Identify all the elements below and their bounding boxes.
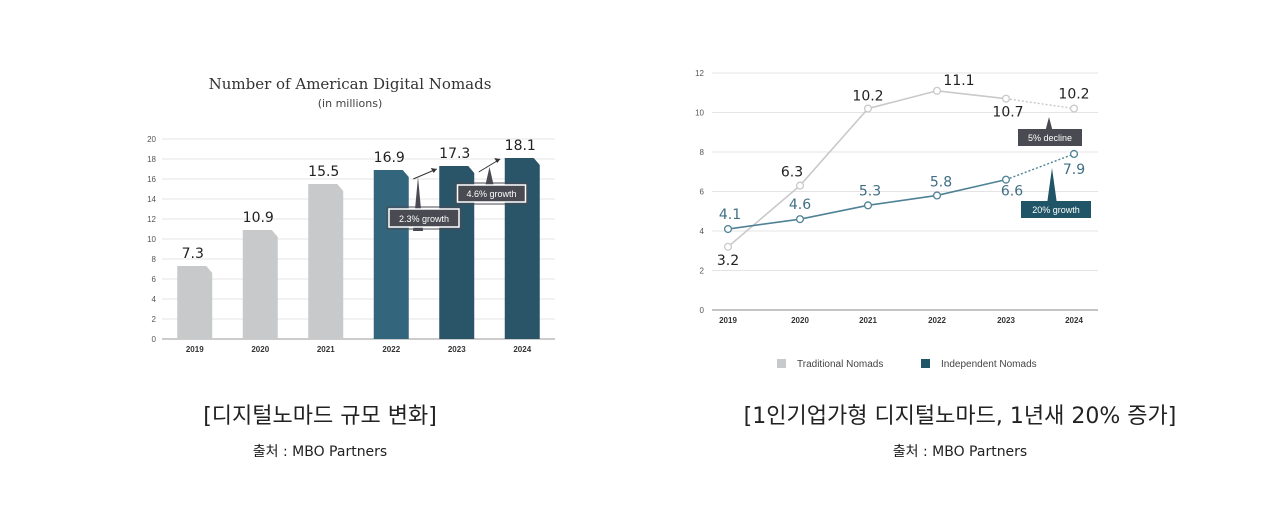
data-label: 11.1 bbox=[943, 73, 974, 89]
legend-swatch bbox=[777, 359, 786, 368]
left-caption: [디지털노마드 규모 변화] bbox=[203, 404, 437, 429]
callout-label: 5% decline bbox=[1028, 133, 1072, 143]
line-chart: 0 2 4 6 8 10 12 2019 2020 2021 2022 2023 2024 3.2 6.3 1… bbox=[695, 69, 1098, 370]
right-caption: [1인기업가형 디지털노마드, 1년새 20% 증가] bbox=[743, 404, 1177, 429]
y-tick-label: 0 bbox=[152, 335, 157, 344]
chart-title: Number of American Digital Nomads bbox=[209, 75, 492, 93]
x-tick-label: 2023 bbox=[997, 316, 1015, 325]
legend-label: Independent Nomads bbox=[941, 359, 1037, 370]
growth-arrowhead bbox=[430, 168, 437, 173]
chart-subtitle: (in millions) bbox=[318, 97, 382, 110]
data-label: 6.3 bbox=[781, 165, 803, 181]
data-label: 10.7 bbox=[992, 105, 1023, 121]
y-tick-label: 0 bbox=[700, 306, 705, 315]
data-label: 5.3 bbox=[859, 183, 881, 199]
data-point bbox=[1001, 94, 1011, 103]
data-point bbox=[795, 215, 805, 224]
data-label: 7.9 bbox=[1063, 162, 1085, 178]
y-tick-label: 6 bbox=[152, 275, 157, 284]
y-tick-label: 10 bbox=[695, 109, 704, 118]
bar-value-label: 7.3 bbox=[182, 246, 204, 262]
legend-label: Traditional Nomads bbox=[797, 359, 883, 370]
bar bbox=[242, 230, 278, 339]
callout-frame bbox=[386, 206, 462, 230]
data-point bbox=[932, 86, 942, 95]
y-tick-label: 18 bbox=[147, 155, 156, 164]
callout-box bbox=[1021, 201, 1091, 218]
callout-label: 20% growth bbox=[1032, 205, 1080, 215]
callout-pointer bbox=[1047, 168, 1057, 204]
bar bbox=[177, 266, 213, 339]
callout-frame bbox=[455, 182, 528, 205]
x-tick-label: 2021 bbox=[859, 316, 877, 325]
growth-arrowhead bbox=[494, 158, 501, 163]
bar-value-label: 17.3 bbox=[439, 146, 470, 162]
data-point bbox=[1069, 104, 1079, 113]
y-tick-label: 10 bbox=[147, 235, 156, 244]
callout-box bbox=[1018, 129, 1082, 146]
y-tick-label: 12 bbox=[147, 215, 156, 224]
bar bbox=[504, 158, 540, 339]
data-label: 4.6 bbox=[789, 197, 811, 213]
y-tick-label: 2 bbox=[700, 267, 705, 276]
y-tick-label: 2 bbox=[152, 315, 157, 324]
data-point bbox=[863, 104, 873, 113]
callout-label: 2.3% growth bbox=[399, 214, 449, 224]
y-tick-label: 8 bbox=[700, 148, 705, 157]
bar-chart: Number of American Digital Nomads (in mil… bbox=[147, 75, 555, 354]
y-tick-label: 4 bbox=[700, 227, 705, 236]
data-point bbox=[1001, 175, 1011, 184]
callout-label: 4.6% growth bbox=[466, 189, 516, 199]
x-tick-label: 2022 bbox=[382, 345, 400, 354]
y-tick-label: 12 bbox=[695, 69, 704, 78]
x-tick-label: 2020 bbox=[791, 316, 809, 325]
data-label: 10.2 bbox=[1058, 87, 1089, 103]
y-tick-label: 4 bbox=[152, 295, 157, 304]
y-tick-label: 8 bbox=[152, 255, 157, 264]
callout-box bbox=[456, 184, 527, 203]
bar bbox=[373, 170, 409, 339]
bar-value-label: 10.9 bbox=[243, 210, 274, 226]
legend-swatch bbox=[921, 359, 930, 368]
data-point bbox=[863, 201, 873, 210]
data-point bbox=[723, 242, 733, 251]
data-point bbox=[932, 191, 942, 200]
bar bbox=[308, 184, 344, 339]
right-source: 출처 : MBO Partners bbox=[892, 444, 1028, 460]
x-tick-label: 2024 bbox=[513, 345, 531, 354]
x-tick-label: 2024 bbox=[1065, 316, 1083, 325]
right-panel: 0 2 4 6 8 10 12 2019 2020 2021 2022 2023 2024 3.2 6.3 1… bbox=[640, 0, 1280, 513]
bar-value-label: 15.5 bbox=[308, 164, 339, 180]
y-tick-label: 16 bbox=[147, 175, 156, 184]
series-projection bbox=[1005, 97, 1075, 110]
data-label: 5.8 bbox=[930, 174, 952, 190]
data-label: 6.6 bbox=[1001, 184, 1023, 200]
series-projection bbox=[1005, 153, 1075, 181]
x-tick-label: 2021 bbox=[317, 345, 335, 354]
data-point bbox=[723, 224, 733, 234]
x-tick-label: 2022 bbox=[928, 316, 946, 325]
data-label: 4.1 bbox=[719, 207, 741, 223]
x-tick-label: 2023 bbox=[448, 345, 466, 354]
x-tick-label: 2019 bbox=[186, 345, 204, 354]
data-point bbox=[1069, 149, 1079, 159]
x-tick-label: 2019 bbox=[719, 316, 737, 325]
data-label: 3.2 bbox=[717, 253, 739, 269]
callout-box bbox=[388, 208, 460, 228]
y-tick-label: 20 bbox=[147, 135, 156, 144]
bar-value-label: 18.1 bbox=[505, 138, 536, 154]
x-tick-label: 2020 bbox=[251, 345, 269, 354]
left-panel: Number of American Digital Nomads (in mil… bbox=[147, 75, 555, 460]
left-source: 출처 : MBO Partners bbox=[252, 444, 388, 460]
data-point bbox=[795, 181, 805, 190]
y-tick-label: 14 bbox=[147, 195, 156, 204]
data-label: 10.2 bbox=[852, 89, 883, 105]
bar-value-label: 16.9 bbox=[374, 150, 405, 166]
y-tick-label: 6 bbox=[700, 188, 705, 197]
